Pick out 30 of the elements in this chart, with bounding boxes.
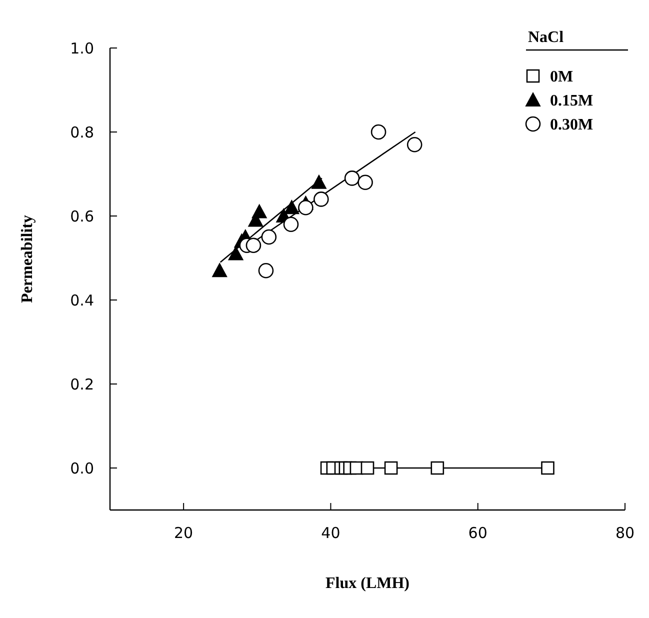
point — [311, 174, 326, 189]
legend-label: 0.30M — [550, 116, 594, 134]
point — [314, 192, 329, 207]
point — [212, 263, 228, 278]
point — [261, 229, 277, 245]
y-tick-label: 1.0 — [70, 39, 94, 58]
y-tick-label: 0.4 — [70, 291, 94, 310]
y-tick-label: 0.6 — [70, 207, 94, 226]
point — [344, 170, 360, 186]
point — [360, 461, 374, 475]
point — [541, 461, 554, 475]
point — [298, 200, 314, 216]
y-tick-label: 0.0 — [70, 459, 94, 478]
point — [246, 238, 262, 254]
y-tick-label: 0.8 — [70, 123, 94, 142]
x-tick-label: 60 — [468, 524, 488, 542]
y-axis-title: Permeability — [19, 215, 36, 303]
x-axis-title: Flux (LMH) — [326, 575, 410, 592]
point — [252, 204, 267, 218]
point — [284, 200, 300, 214]
point — [228, 246, 244, 260]
x-tick-label: 80 — [615, 524, 635, 542]
point — [384, 461, 398, 475]
legend-title: NaCl — [528, 29, 564, 46]
legend-label: 0M — [550, 68, 574, 86]
y-tick-label: 0.2 — [70, 375, 94, 394]
x-tick-label: 20 — [174, 524, 194, 542]
x-tick-label: 40 — [321, 524, 340, 542]
legend-label: 0.15M — [550, 92, 594, 110]
point — [430, 461, 444, 475]
